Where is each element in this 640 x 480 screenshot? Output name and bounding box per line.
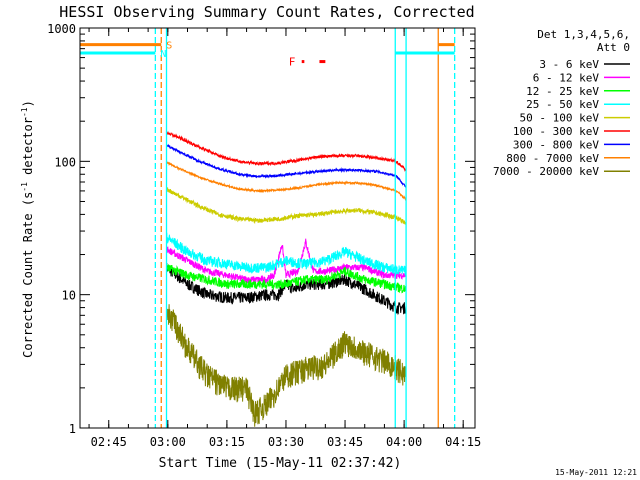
series-line-1 [166,238,407,284]
plot-frame [79,27,476,429]
x-tick-label-1: 03:00 [150,435,186,449]
series-line-5 [166,131,407,172]
legend-label-8: 7000 - 20000 keV [493,165,599,178]
x-tick-label-6: 04:15 [445,435,481,449]
y-tick-label-0: 1 [69,422,76,436]
series-layer [166,131,407,427]
y-tick-label-3: 1000 [47,22,76,36]
flare-flag-label: F [289,56,296,69]
vertical-markers [154,28,456,428]
legend-label-5: 100 - 300 keV [513,125,599,138]
flag-bars: SN F [80,41,455,69]
series-line-3 [166,232,407,277]
series-line-8 [166,304,407,427]
x-axis-label: Start Time (15-May-11 02:37:42) [159,456,402,471]
chart-title: HESSI Observing Summary Count Rates, Cor… [59,3,474,21]
legend-label-7: 800 - 7000 keV [506,152,599,165]
x-tick-label-3: 03:30 [268,435,304,449]
x-tick-label-0: 02:45 [91,435,127,449]
x-tick-label-4: 03:45 [327,435,363,449]
legend-label-0: 3 - 6 keV [539,58,599,71]
axes: 02:45 03:00 03:15 03:30 03:45 04:00 04:15 1 10 10… [47,22,481,449]
series-line-6 [166,143,407,188]
legend-header-line1: Det 1,3,4,5,6, [537,28,630,41]
series-line-7 [166,161,407,201]
legend-label-3: 25 - 50 keV [526,98,599,111]
x-tick-label-2: 03:15 [209,435,245,449]
y-tick-label-1: 10 [62,289,76,303]
legend-label-4: 50 - 100 keV [520,112,600,125]
series-line-2 [166,264,407,294]
x-tick-label-5: 04:00 [386,435,422,449]
timestamp: 15-May-2011 12:21 [555,468,637,477]
legend-label-2: 12 - 25 keV [526,85,599,98]
series-line-4 [166,187,407,226]
flag-label-1: N [160,49,166,60]
legend-label-1: 6 - 12 keV [533,71,600,84]
flag-label-0: S [166,41,172,52]
y-axis-label: Corrected Count Rate (s-1 detector-1) [20,100,35,358]
legend-header-line2: Att 0 [597,41,630,54]
y-tick-label-2: 100 [54,155,76,169]
legend-label-6: 300 - 800 keV [513,138,599,151]
